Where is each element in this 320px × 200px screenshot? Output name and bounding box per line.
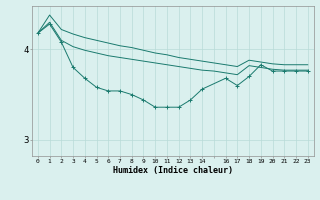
X-axis label: Humidex (Indice chaleur): Humidex (Indice chaleur) (113, 166, 233, 175)
